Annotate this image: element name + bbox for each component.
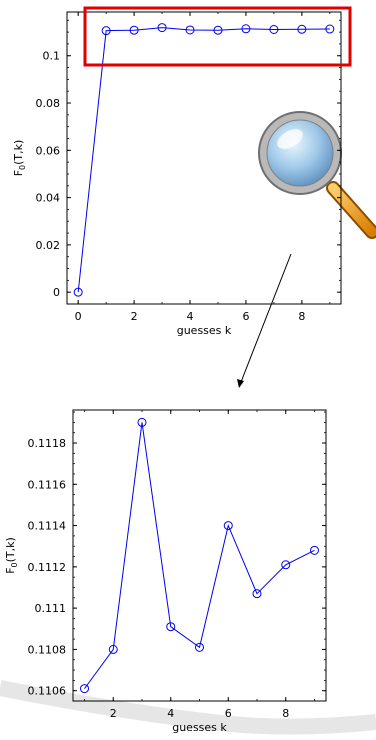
y-tick-label: 0.1108 — [28, 643, 67, 656]
x-tick-label: 2 — [131, 310, 138, 323]
plot-frame — [66, 11, 342, 305]
y-tick-label: 0.1112 — [28, 561, 67, 574]
y-axis-label-tail: (T,k) — [12, 140, 25, 165]
y-tick-label: 0.1114 — [28, 520, 67, 533]
plot-frame — [72, 409, 327, 702]
series-line — [84, 422, 315, 689]
x-tick-label: 2 — [110, 707, 117, 720]
y-axis-label: F0(T,k) — [12, 140, 27, 177]
y-tick-label: 0.1 — [43, 50, 61, 63]
x-tick-label: 6 — [242, 310, 249, 323]
data-point — [73, 287, 83, 297]
y-axis-label-sub: 0 — [18, 165, 27, 170]
y-tick-label: 0.1116 — [28, 478, 67, 491]
data-point — [269, 24, 279, 34]
x-tick-label: 4 — [187, 310, 194, 323]
zoom-arrow — [237, 253, 292, 388]
y-tick-label: 0.1118 — [28, 437, 67, 450]
x-tick-label: 0 — [75, 310, 82, 323]
data-point — [281, 560, 291, 570]
x-tick-label: 8 — [282, 707, 289, 720]
y-tick-label: 0.04 — [36, 192, 61, 205]
y-axis-label-sub: 0 — [10, 562, 19, 567]
magnifying-glass-icon — [258, 111, 376, 239]
data-point — [157, 23, 167, 33]
y-axis-label-main: F — [4, 567, 17, 573]
y-axis-label-main: F — [12, 170, 25, 176]
y-tick-label: 0 — [53, 286, 60, 299]
y-axis-label-tail: (T,k) — [4, 537, 17, 562]
data-point — [325, 24, 335, 34]
y-tick-label: 0.02 — [36, 239, 61, 252]
y-tick-label: 0.08 — [36, 97, 61, 110]
data-point — [195, 642, 204, 652]
data-point — [137, 417, 147, 427]
zoomed-chart: 0.1106 0.1108 0.111 0.1112 0.1114 0.1116 0.111… — [4, 409, 327, 734]
data-point — [166, 622, 176, 632]
data-point — [80, 684, 89, 694]
y-tick-label: 0.111 — [35, 602, 67, 615]
data-point — [185, 25, 195, 35]
data-point — [129, 25, 139, 35]
x-tick-label: 4 — [167, 707, 174, 720]
data-point — [297, 24, 307, 34]
y-tick-label: 0.06 — [36, 144, 61, 157]
data-point — [310, 545, 319, 555]
data-point — [241, 24, 251, 34]
data-point — [223, 521, 233, 531]
data-point — [252, 589, 262, 599]
x-tick-label: 8 — [298, 310, 305, 323]
y-axis-label: F0(T,k) — [4, 537, 19, 574]
x-tick-label: 6 — [225, 707, 232, 720]
x-axis-label: guesses k — [177, 324, 232, 337]
data-point — [213, 25, 223, 35]
data-point — [101, 26, 111, 36]
zoom-highlight-box — [83, 6, 352, 67]
x-axis-label: guesses k — [172, 721, 227, 734]
data-point — [108, 644, 118, 654]
series-line — [77, 27, 330, 293]
y-tick-label: 0.1106 — [28, 685, 67, 698]
background-swoosh — [0, 680, 376, 735]
